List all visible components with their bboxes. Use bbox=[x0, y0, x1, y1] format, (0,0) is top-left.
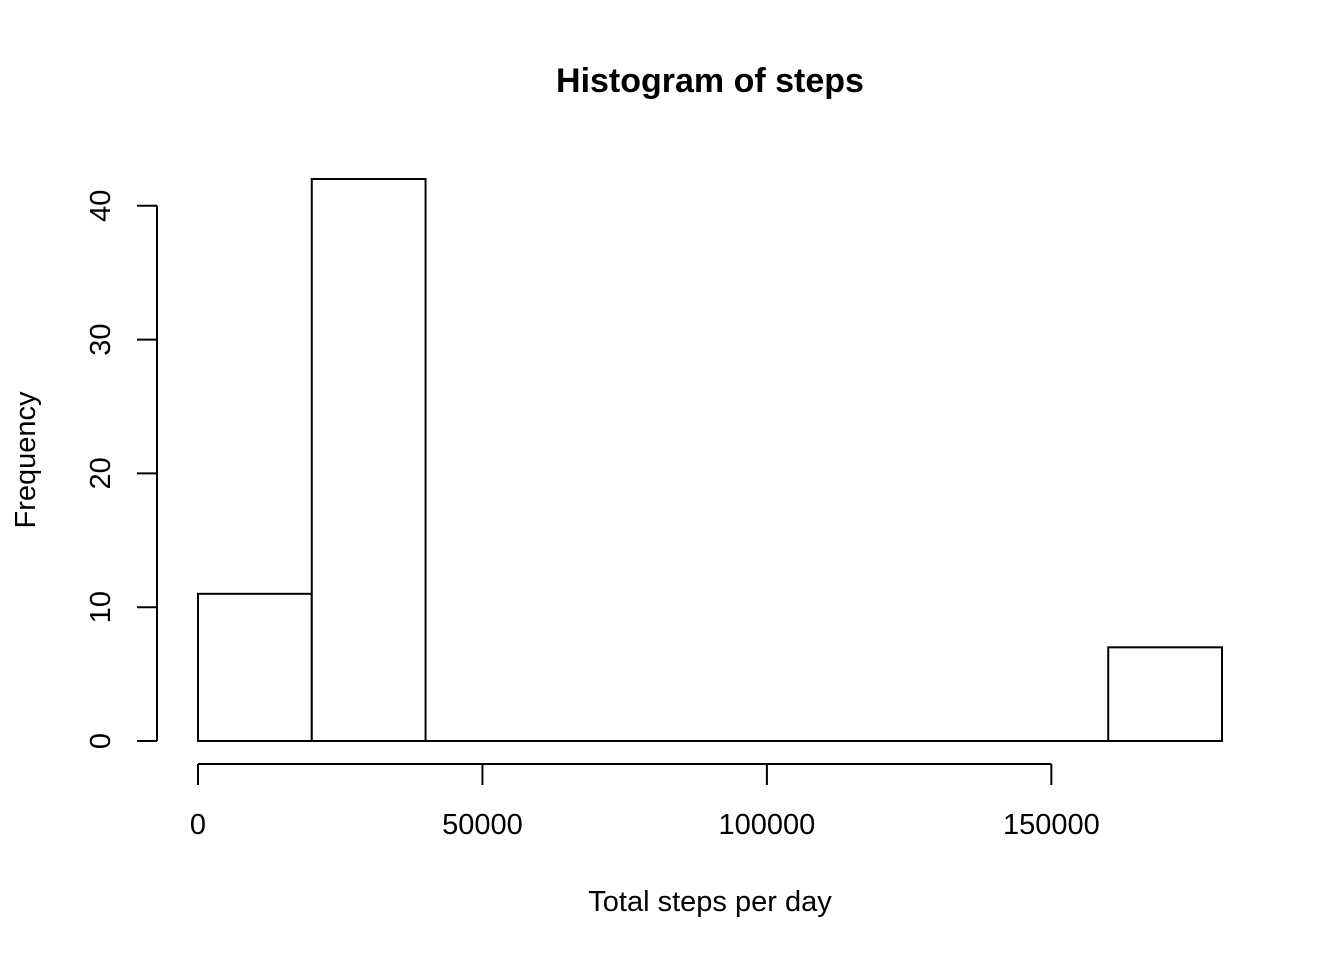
y-tick-label-1: 10 bbox=[85, 591, 117, 623]
x-tick-label-3: 150000 bbox=[1003, 809, 1100, 841]
y-tick-label-3: 30 bbox=[85, 323, 117, 355]
x-tick-label-2: 100000 bbox=[718, 809, 815, 841]
bars-group bbox=[197, 178, 1223, 742]
y-axis: 0 10 20 30 40 bbox=[85, 190, 158, 749]
histogram-bar-1 bbox=[310, 178, 427, 742]
y-tick-label-0: 0 bbox=[85, 733, 117, 749]
chart-title: Histogram of steps bbox=[556, 62, 864, 100]
y-tick-label-2: 20 bbox=[85, 457, 117, 489]
x-tick-label-1: 50000 bbox=[442, 809, 523, 841]
x-axis: 0 50000 100000 150000 bbox=[190, 763, 1100, 841]
histogram-bar-0 bbox=[197, 592, 313, 742]
y-axis-label: Frequency bbox=[10, 391, 42, 529]
y-tick-label-4: 40 bbox=[85, 190, 117, 222]
x-axis-label: Total steps per day bbox=[588, 886, 832, 918]
x-tick-label-0: 0 bbox=[190, 809, 206, 841]
histogram-bar-8 bbox=[1107, 646, 1223, 742]
